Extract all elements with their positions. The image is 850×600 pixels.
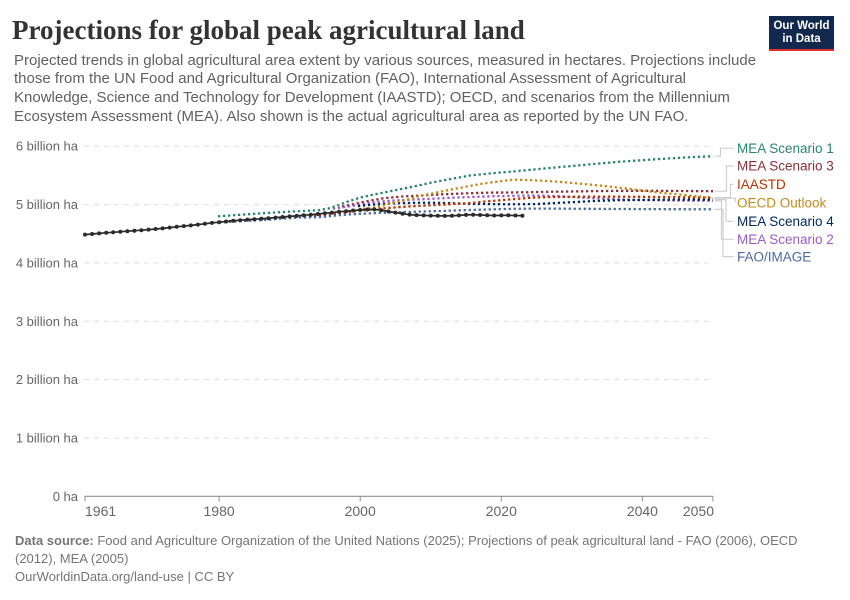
svg-text:OECD Outlook: OECD Outlook [737,196,827,211]
svg-text:2050: 2050 [683,503,714,519]
svg-text:5 billion ha: 5 billion ha [16,197,79,212]
svg-text:2000: 2000 [345,503,376,519]
svg-text:2020: 2020 [486,503,517,519]
svg-text:MEA Scenario 4: MEA Scenario 4 [737,214,834,229]
svg-text:1961: 1961 [85,503,116,519]
svg-text:1980: 1980 [204,503,235,519]
svg-text:2040: 2040 [627,503,658,519]
svg-text:2 billion ha: 2 billion ha [16,372,79,387]
svg-text:FAO/IMAGE: FAO/IMAGE [737,249,811,264]
svg-text:4 billion ha: 4 billion ha [16,255,79,270]
svg-text:IAASTD: IAASTD [737,177,786,192]
svg-text:6 billion ha: 6 billion ha [16,139,79,154]
svg-text:0 ha: 0 ha [53,489,79,504]
svg-text:3 billion ha: 3 billion ha [16,314,79,329]
svg-text:MEA Scenario 2: MEA Scenario 2 [737,232,834,247]
svg-text:MEA Scenario 3: MEA Scenario 3 [737,159,834,174]
svg-text:1 billion ha: 1 billion ha [16,430,79,445]
svg-text:MEA Scenario 1: MEA Scenario 1 [737,141,834,156]
